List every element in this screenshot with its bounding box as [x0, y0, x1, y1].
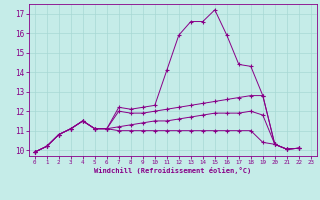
X-axis label: Windchill (Refroidissement éolien,°C): Windchill (Refroidissement éolien,°C): [94, 167, 252, 174]
